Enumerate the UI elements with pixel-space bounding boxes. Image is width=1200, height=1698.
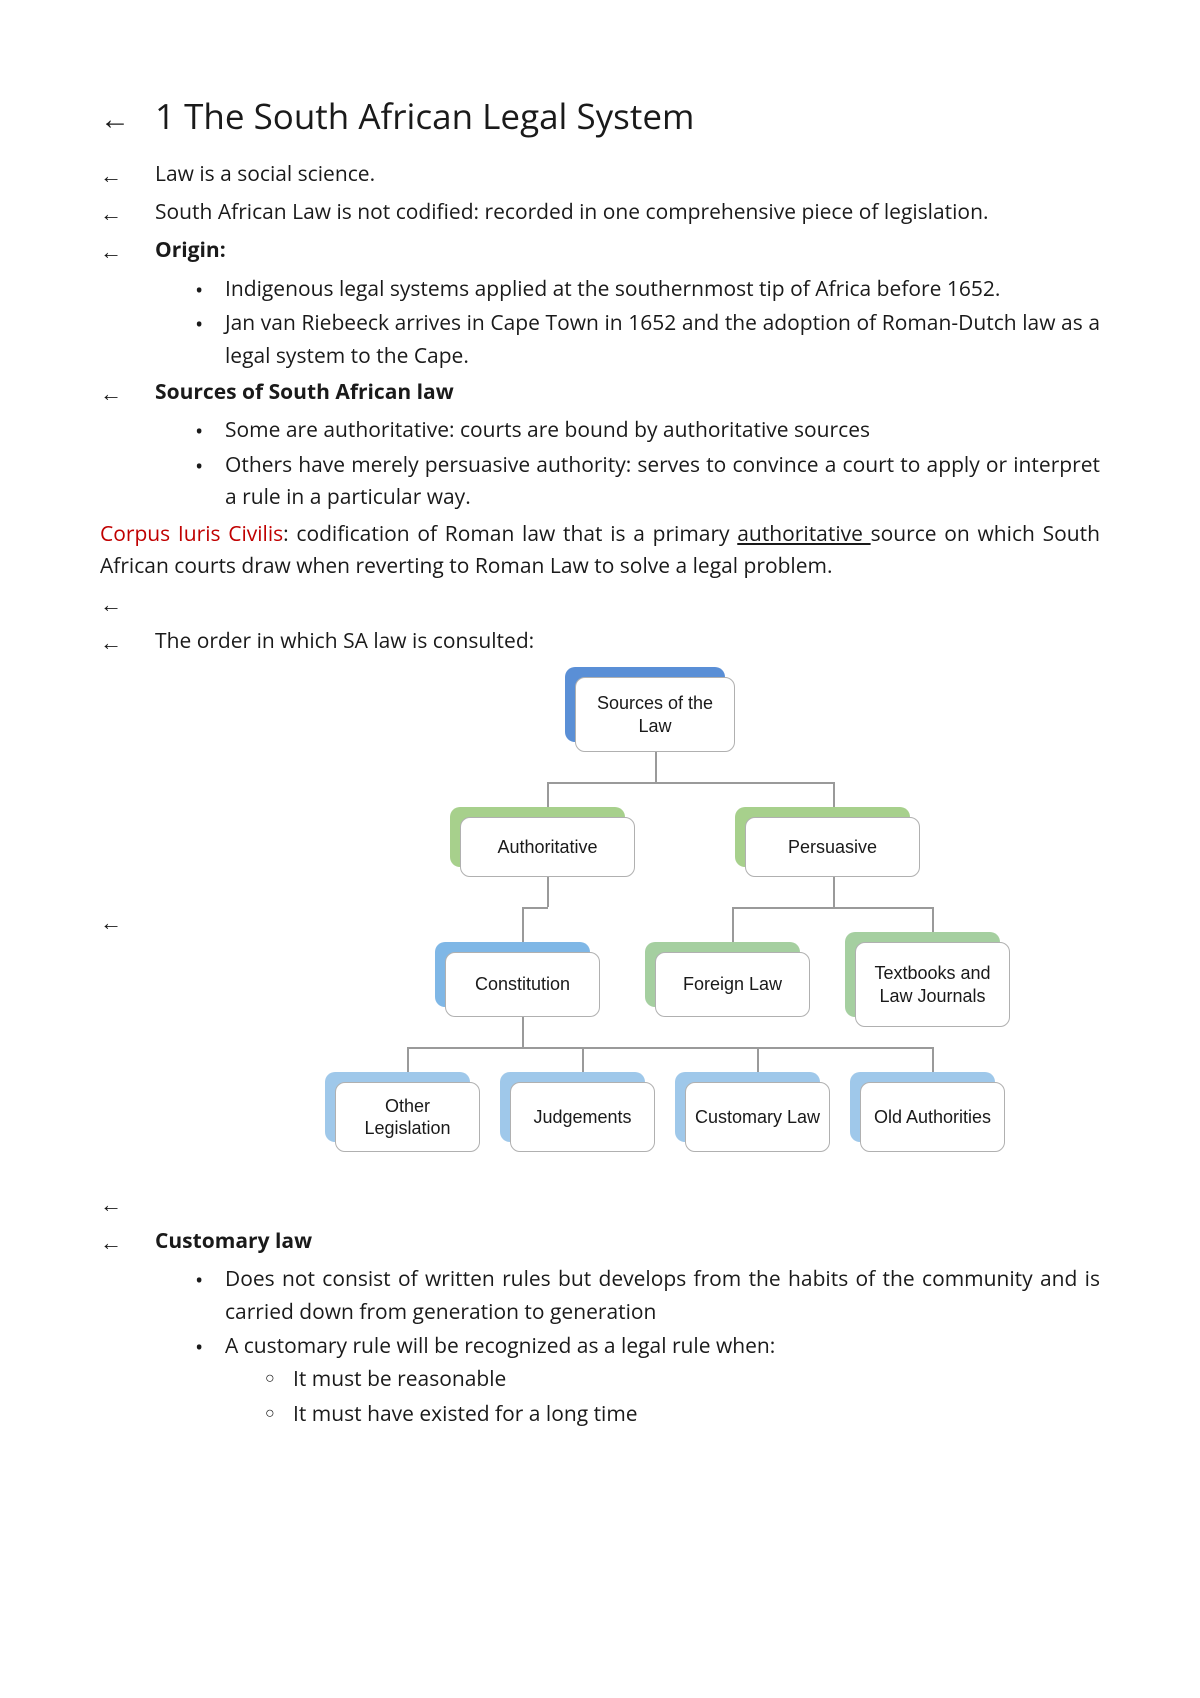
tree-node-cust: Customary Law (685, 1082, 830, 1152)
arrow-icon: ← (100, 376, 155, 410)
node-label: Persuasive (745, 817, 920, 877)
node-label: Foreign Law (655, 952, 810, 1017)
sources-list: Some are authoritative: courts are bound… (100, 414, 1100, 514)
origin-heading: ← Origin: (100, 234, 1100, 268)
node-label: Judgements (510, 1082, 655, 1152)
list-item: A customary rule will be recognized as a… (195, 1330, 1100, 1430)
tree-node-other: Other Legislation (335, 1082, 480, 1152)
origin-list: Indigenous legal systems applied at the … (100, 273, 1100, 373)
tree-node-judge: Judgements (510, 1082, 655, 1152)
connector (655, 752, 657, 782)
text: : codification of Roman law that is a pr… (283, 520, 737, 548)
arrow-icon: ← (100, 158, 155, 192)
list-item: Indigenous legal systems applied at the … (195, 273, 1100, 306)
node-label: Old Authorities (860, 1082, 1005, 1152)
list-item: It must have existed for a long time (265, 1398, 1100, 1431)
tree-node-auth: Authoritative (460, 817, 635, 877)
tree-node-old: Old Authorities (860, 1082, 1005, 1152)
tree-node-const: Constitution (445, 952, 600, 1017)
heading-text: Origin: (155, 234, 1100, 267)
corpus-paragraph: Corpus Iuris Civilis: codification of Ro… (100, 518, 1100, 583)
tree-node-pers: Persuasive (745, 817, 920, 877)
node-label: Textbooks and Law Journals (855, 942, 1010, 1027)
connector (522, 1017, 524, 1047)
connector (547, 782, 833, 784)
node-label: Customary Law (685, 1082, 830, 1152)
connector (732, 907, 933, 909)
tree-node-foreign: Foreign Law (655, 952, 810, 1017)
text: South African Law is not codified: recor… (155, 196, 1100, 229)
node-label: Other Legislation (335, 1082, 480, 1152)
connector (522, 907, 548, 909)
connector (833, 877, 835, 907)
empty-line: ← (100, 587, 1100, 621)
empty-line: ← (100, 1187, 1100, 1221)
arrow-icon: ← (100, 95, 155, 142)
text: Law is a social science. (155, 158, 1100, 191)
tree-node-text: Textbooks and Law Journals (855, 942, 1010, 1027)
text: A customary rule will be recognized as a… (225, 1332, 775, 1360)
text: The order in which SA law is consulted: (155, 625, 1100, 658)
connector (407, 1047, 933, 1049)
tree-node-root: Sources of the Law (575, 677, 735, 752)
customary-list: Does not consist of written rules but de… (100, 1263, 1100, 1430)
node-label: Authoritative (460, 817, 635, 877)
sources-tree-diagram: Sources of the Law Authoritative Persuasiv… (315, 667, 1035, 1177)
list-item: Jan van Riebeeck arrives in Cape Town in… (195, 307, 1100, 372)
list-item: It must be reasonable (265, 1363, 1100, 1396)
arrow-icon: ← (100, 587, 155, 621)
node-label: Sources of the Law (575, 677, 735, 752)
list-item: Others have merely persuasive authority:… (195, 449, 1100, 514)
node-label: Constitution (445, 952, 600, 1017)
text-underlined: authoritative (737, 520, 870, 548)
body-line: ← South African Law is not codified: rec… (100, 196, 1100, 230)
heading-text: Customary law (155, 1225, 1100, 1258)
arrow-icon: ← (100, 625, 155, 659)
arrow-icon: ← (100, 234, 155, 268)
list-item: Some are authoritative: courts are bound… (195, 414, 1100, 447)
arrow-icon: ← (100, 1225, 155, 1259)
arrow-icon: ← (100, 905, 155, 939)
sources-heading: ← Sources of South African law (100, 376, 1100, 410)
customary-sublist: It must be reasonable It must have exist… (225, 1363, 1100, 1430)
order-line: ← The order in which SA law is consulted… (100, 625, 1100, 659)
heading-text: Sources of South African law (155, 376, 1100, 409)
body-line: ← Law is a social science. (100, 158, 1100, 192)
arrow-icon: ← (100, 196, 155, 230)
corpus-term: Corpus Iuris Civilis (100, 520, 283, 548)
connector (547, 877, 549, 907)
arrow-icon: ← (100, 1187, 155, 1221)
page-title: ← 1 The South African Legal System (100, 90, 1100, 144)
customary-heading: ← Customary law (100, 1225, 1100, 1259)
list-item: Does not consist of written rules but de… (195, 1263, 1100, 1328)
diagram-row: ← Sources of the Law Authoritative Persuas… (100, 667, 1100, 1177)
title-text: 1 The South African Legal System (155, 90, 694, 144)
